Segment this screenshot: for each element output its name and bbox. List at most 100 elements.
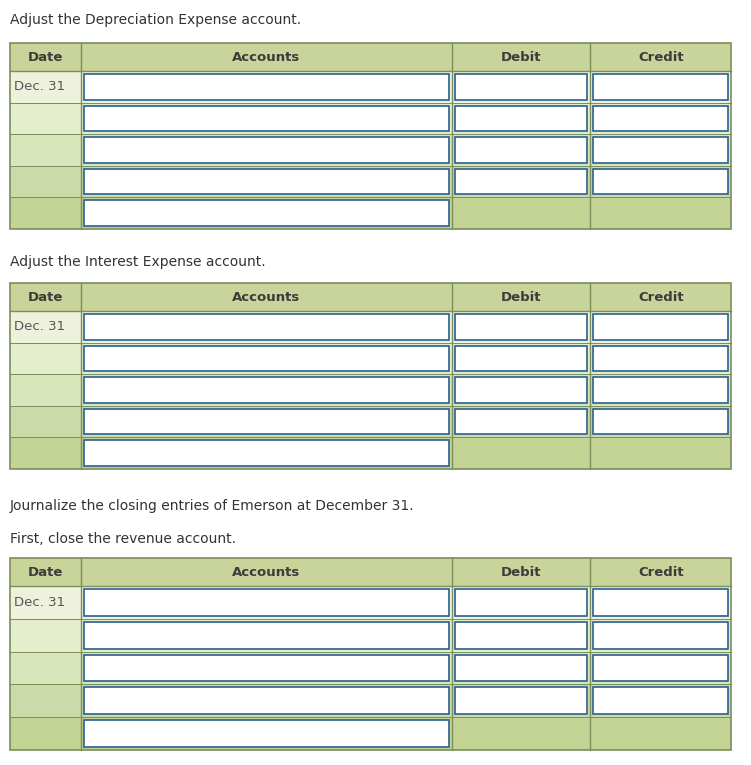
Bar xyxy=(10,311,80,343)
Bar xyxy=(452,311,590,343)
Bar xyxy=(593,169,728,194)
Bar xyxy=(455,74,587,99)
Bar xyxy=(590,586,731,619)
Bar xyxy=(80,197,452,229)
Bar xyxy=(83,137,449,163)
Bar xyxy=(452,134,590,166)
Bar xyxy=(10,103,80,134)
Bar xyxy=(80,71,452,103)
Bar xyxy=(10,558,731,750)
Bar xyxy=(83,74,449,99)
Bar xyxy=(455,314,587,340)
Bar xyxy=(83,655,449,682)
Bar xyxy=(590,197,731,229)
Bar xyxy=(452,685,590,718)
Bar xyxy=(80,43,452,71)
Bar xyxy=(10,685,80,718)
Text: Debit: Debit xyxy=(501,291,541,304)
Bar xyxy=(593,589,728,616)
Bar xyxy=(452,558,590,586)
Bar xyxy=(593,409,728,435)
Bar xyxy=(452,619,590,652)
Text: Credit: Credit xyxy=(638,50,683,63)
Bar xyxy=(590,103,731,134)
Text: Adjust the Interest Expense account.: Adjust the Interest Expense account. xyxy=(10,255,266,269)
Bar xyxy=(593,622,728,649)
Bar xyxy=(455,346,587,371)
Bar xyxy=(80,652,452,685)
Text: Journalize the closing entries of Emerson at December 31.: Journalize the closing entries of Emerso… xyxy=(10,499,415,513)
Bar xyxy=(83,589,449,616)
Text: Credit: Credit xyxy=(638,291,683,304)
Text: Debit: Debit xyxy=(501,565,541,578)
Bar xyxy=(452,43,590,71)
Bar xyxy=(80,718,452,750)
Bar xyxy=(452,374,590,405)
Bar xyxy=(593,377,728,403)
Bar xyxy=(10,438,80,469)
Text: Dec. 31: Dec. 31 xyxy=(14,596,65,609)
Text: First, close the revenue account.: First, close the revenue account. xyxy=(10,532,236,546)
Bar xyxy=(10,558,80,586)
Bar xyxy=(80,685,452,718)
Bar xyxy=(80,619,452,652)
Bar xyxy=(80,405,452,438)
Bar xyxy=(452,166,590,197)
Bar xyxy=(83,622,449,649)
Bar xyxy=(10,166,80,197)
Text: Date: Date xyxy=(28,565,63,578)
Bar xyxy=(10,718,80,750)
Bar xyxy=(10,197,80,229)
Bar xyxy=(590,343,731,374)
Bar xyxy=(10,586,80,619)
Bar xyxy=(80,558,452,586)
Bar xyxy=(83,346,449,371)
Bar xyxy=(455,589,587,616)
Bar xyxy=(455,622,587,649)
Text: Date: Date xyxy=(28,50,63,63)
Bar xyxy=(452,718,590,750)
Bar xyxy=(590,438,731,469)
Text: Debit: Debit xyxy=(501,50,541,63)
Bar xyxy=(83,688,449,715)
Bar xyxy=(593,346,728,371)
Bar xyxy=(455,409,587,435)
Bar xyxy=(593,314,728,340)
Bar xyxy=(452,438,590,469)
Bar xyxy=(593,688,728,715)
Bar xyxy=(10,405,80,438)
Bar xyxy=(80,166,452,197)
Bar xyxy=(590,71,731,103)
Bar xyxy=(455,137,587,163)
Bar xyxy=(83,106,449,132)
Bar xyxy=(590,405,731,438)
Bar xyxy=(10,343,80,374)
Text: Date: Date xyxy=(28,291,63,304)
Bar xyxy=(83,200,449,226)
Bar xyxy=(590,685,731,718)
Bar xyxy=(590,718,731,750)
Bar xyxy=(10,374,80,405)
Bar xyxy=(10,43,731,229)
Text: Credit: Credit xyxy=(638,565,683,578)
Text: Adjust the Depreciation Expense account.: Adjust the Depreciation Expense account. xyxy=(10,13,301,27)
Bar xyxy=(593,106,728,132)
Bar xyxy=(593,74,728,99)
Bar xyxy=(590,652,731,685)
Bar xyxy=(590,311,731,343)
Bar xyxy=(83,409,449,435)
Bar xyxy=(590,558,731,586)
Text: Accounts: Accounts xyxy=(232,291,300,304)
Bar xyxy=(590,619,731,652)
Bar xyxy=(10,283,80,311)
Bar xyxy=(83,169,449,194)
Text: Accounts: Accounts xyxy=(232,565,300,578)
Bar xyxy=(452,103,590,134)
Bar xyxy=(455,655,587,682)
Bar xyxy=(455,169,587,194)
Bar xyxy=(80,374,452,405)
Bar xyxy=(10,652,80,685)
Bar xyxy=(10,43,80,71)
Bar xyxy=(80,586,452,619)
Bar xyxy=(452,343,590,374)
